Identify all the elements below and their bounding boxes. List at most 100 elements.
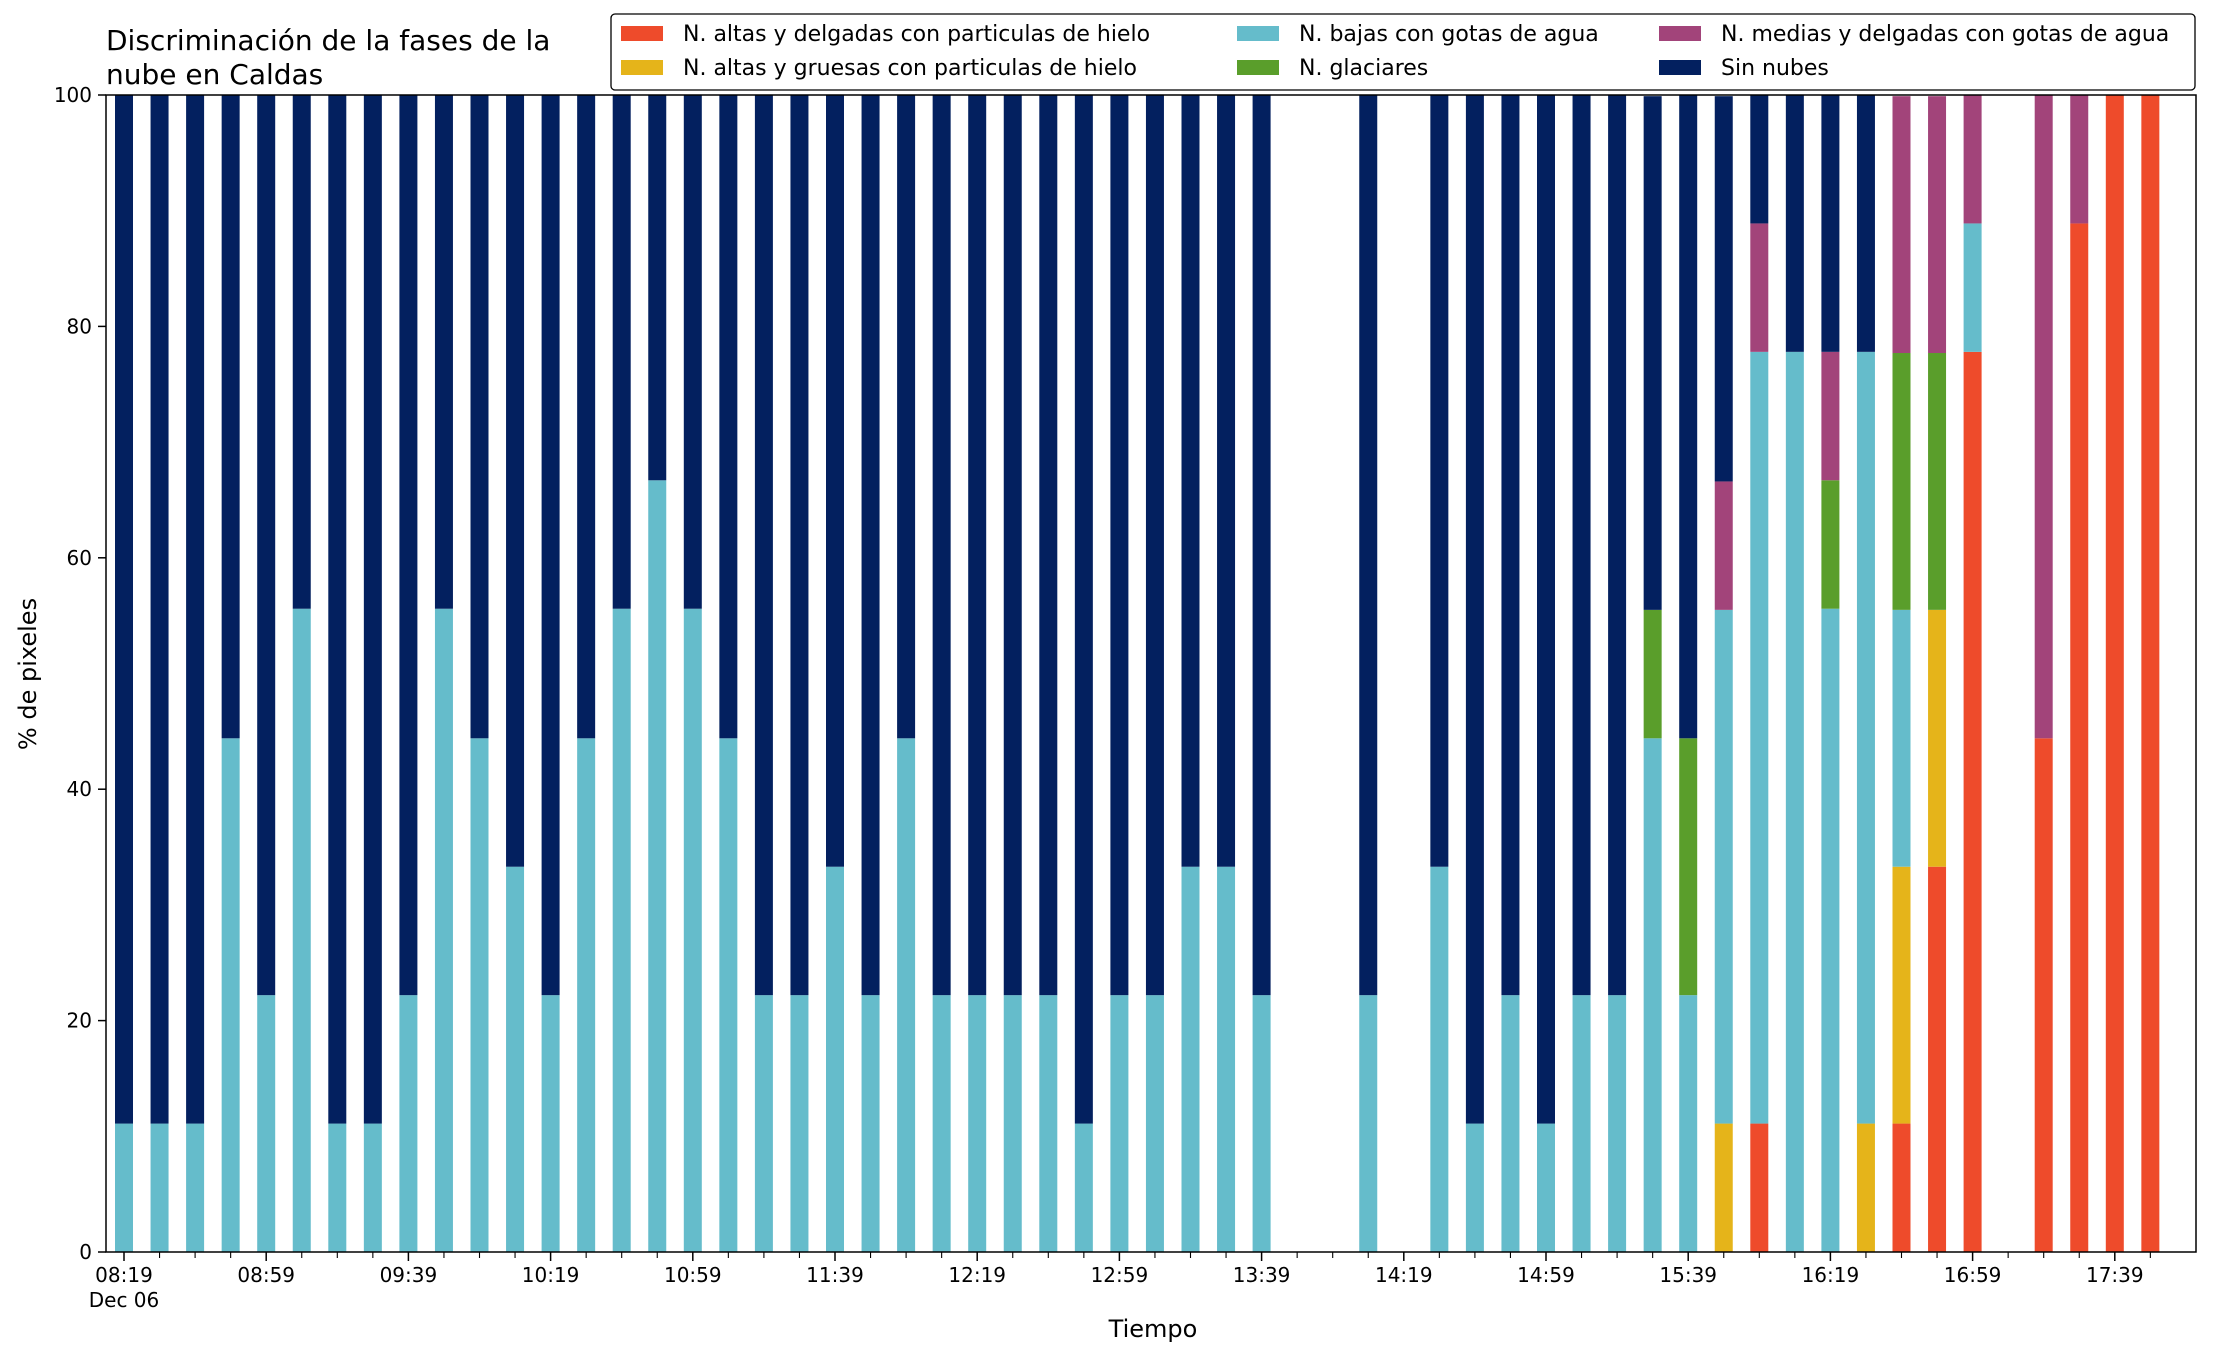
bar-segment-47-series-2 [1785,351,1804,1253]
bar-segment-37-series-2 [1430,866,1449,1252]
bar-segment-52-series-2 [1963,223,1982,352]
bar-segment-7-series-5 [363,95,382,1124]
y-tick-label-20: 20 [67,1009,92,1033]
legend-label-1: N. altas y gruesas con particulas de hie… [683,56,1137,81]
bar-segment-48-series-5 [1821,95,1840,352]
bar-segment-55-series-4 [2070,95,2089,224]
bar-segment-46-series-4 [1750,223,1769,352]
bar-segment-35-series-2 [1359,995,1378,1252]
bar-segment-41-series-2 [1572,995,1591,1252]
legend-swatch-3 [1237,60,1279,75]
bar-segment-19-series-5 [790,95,809,996]
bar-segment-12-series-2 [541,995,560,1252]
x-tick-label-12:19: 12:19 [948,1263,1006,1287]
bar-segment-23-series-5 [932,95,951,996]
bar-segment-50-series-2 [1892,609,1911,867]
bar-segment-7-series-2 [363,1123,382,1252]
bar-segment-39-series-2 [1501,995,1520,1252]
bar-segment-42-series-5 [1608,95,1627,996]
bar-segment-31-series-5 [1217,95,1236,867]
x-tick-label-17:39: 17:39 [2086,1263,2144,1287]
bar-segment-13-series-5 [577,95,596,739]
legend-swatch-2 [1237,26,1279,41]
bar-segment-47-series-5 [1785,95,1804,352]
bar-segment-19-series-2 [790,995,809,1252]
bar-segment-5-series-2 [292,608,311,1252]
y-tick-label-100: 100 [54,83,92,107]
legend-label-2: N. bajas con gotas de agua [1299,22,1599,47]
bar-segment-49-series-5 [1856,95,1875,352]
bar-segment-46-series-2 [1750,351,1769,1124]
bar-segment-38-series-2 [1465,1123,1484,1252]
legend-swatch-0 [621,26,663,41]
bar-segment-45-series-2 [1714,609,1733,1124]
bar-segment-18-series-2 [754,995,773,1252]
bar-segment-40-series-2 [1537,1123,1555,1252]
bar-segment-46-series-0 [1750,1123,1769,1252]
bar-segment-21-series-2 [861,995,880,1252]
bar-segment-15-series-2 [648,480,667,1252]
bar-segment-1-series-2 [150,1123,169,1252]
bar-segment-29-series-5 [1145,95,1164,996]
x-tick-label-12:59: 12:59 [1091,1263,1149,1287]
legend-swatch-1 [621,60,663,75]
x-axis-label: Tiempo [1108,1315,1198,1343]
bars-layer [115,95,2160,1253]
bar-segment-44-series-5 [1679,95,1698,739]
bar-segment-22-series-5 [897,95,916,739]
bar-segment-0-series-2 [115,1123,133,1252]
bar-segment-5-series-5 [292,95,311,609]
bar-segment-4-series-5 [257,95,276,996]
bar-segment-11-series-5 [506,95,525,867]
bar-segment-48-series-2 [1821,608,1840,1252]
bar-segment-52-series-4 [1963,95,1982,224]
legend-swatch-5 [1659,60,1701,75]
bar-segment-52-series-0 [1963,351,1982,1253]
x-tick-label-10:19: 10:19 [522,1263,580,1287]
bar-segment-17-series-5 [719,95,738,739]
bar-segment-44-series-3 [1679,738,1698,996]
bar-segment-9-series-5 [434,95,453,609]
bar-segment-8-series-2 [399,995,418,1252]
y-tick-label-40: 40 [67,777,92,801]
legend: N. altas y delgadas con particulas de hi… [610,13,2196,91]
bar-segment-17-series-2 [719,738,738,1252]
legend-frame [610,13,2196,91]
y-tick-label-60: 60 [67,546,92,570]
bar-segment-30-series-2 [1181,866,1200,1252]
bar-segment-43-series-2 [1643,738,1662,1252]
bar-segment-46-series-5 [1750,95,1769,224]
bar-segment-31-series-2 [1217,866,1236,1252]
bar-segment-3-series-2 [221,738,240,1252]
bar-segment-16-series-5 [683,95,702,609]
bar-segment-18-series-5 [754,95,773,996]
bar-segment-51-series-0 [1928,866,1947,1252]
bar-segment-16-series-2 [683,608,702,1252]
bar-segment-26-series-2 [1039,995,1058,1252]
bar-segment-25-series-2 [1003,995,1022,1252]
bar-segment-45-series-1 [1714,1123,1733,1252]
bar-segment-43-series-5 [1643,96,1662,610]
bar-segment-37-series-5 [1430,95,1449,867]
x-tick-label-16:59: 16:59 [1944,1263,2002,1287]
x-tick-label-09:39: 09:39 [380,1263,438,1287]
bar-segment-10-series-5 [470,95,489,739]
y-tick-label-80: 80 [67,314,92,338]
bar-segment-54-series-0 [2034,738,2053,1252]
bar-segment-6-series-5 [328,95,347,1124]
y-axis-label: % de pixeles [14,598,42,750]
bar-segment-51-series-4 [1928,96,1947,354]
bar-segment-24-series-5 [968,95,987,996]
bar-segment-24-series-2 [968,995,987,1252]
bar-segment-21-series-5 [861,95,880,996]
bar-segment-49-series-2 [1856,351,1875,1124]
bar-segment-45-series-4 [1714,481,1733,610]
bar-segment-0-series-5 [115,95,133,1124]
x-tick-label-10:59: 10:59 [664,1263,722,1287]
bar-segment-28-series-5 [1110,95,1129,996]
x-tick-label-11:39: 11:39 [806,1263,864,1287]
y-tick-label-0: 0 [79,1240,92,1264]
bar-segment-26-series-5 [1039,95,1058,996]
